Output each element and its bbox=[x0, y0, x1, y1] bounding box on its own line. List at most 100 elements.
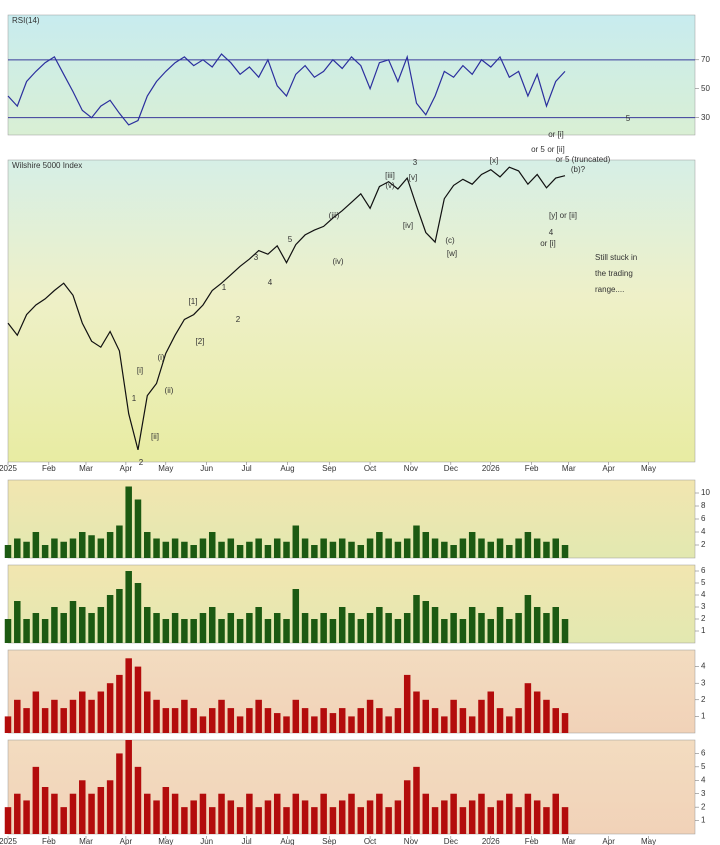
volume-bar bbox=[106, 532, 114, 558]
wave-label: [v] bbox=[409, 173, 417, 182]
volume-bar bbox=[218, 793, 225, 834]
volume-bar bbox=[162, 541, 170, 558]
volume-bar bbox=[227, 800, 235, 834]
volume-bar bbox=[116, 525, 123, 558]
y-tick-label: 3 bbox=[701, 789, 706, 798]
volume-bar bbox=[236, 545, 244, 558]
volume-bar bbox=[106, 780, 114, 834]
volume-bar bbox=[69, 538, 77, 558]
volume-bar bbox=[88, 535, 95, 558]
volume-bar bbox=[413, 691, 420, 733]
volume-bar bbox=[413, 595, 420, 643]
volume-bar bbox=[329, 713, 337, 733]
volume-bar bbox=[338, 538, 346, 558]
y-tick-label: 1 bbox=[701, 712, 706, 721]
volume-bar bbox=[32, 691, 40, 733]
volume-bar bbox=[144, 691, 151, 733]
y-tick-label: 70 bbox=[701, 55, 710, 64]
x-tick-label: Feb bbox=[525, 837, 539, 845]
y-tick-label: 3 bbox=[701, 602, 706, 611]
volume-bar bbox=[79, 607, 86, 643]
volume-bar bbox=[171, 613, 179, 643]
volume-bar bbox=[478, 613, 485, 643]
volume-bar bbox=[227, 538, 235, 558]
volume-bar bbox=[292, 793, 300, 834]
volume-bar bbox=[515, 538, 522, 558]
volume-bar bbox=[97, 691, 105, 733]
volume-bar bbox=[450, 793, 457, 834]
volume-bar bbox=[376, 532, 383, 558]
volume-bar bbox=[60, 708, 67, 733]
volume-bar bbox=[283, 541, 290, 558]
volume-bar bbox=[125, 658, 132, 733]
y-tick-label: 4 bbox=[701, 590, 706, 599]
volume-bar bbox=[69, 793, 77, 834]
volume-bar bbox=[394, 619, 402, 643]
volume-bar bbox=[32, 766, 40, 834]
volume-bar bbox=[60, 613, 67, 643]
volume-bar bbox=[125, 486, 132, 558]
volume-bar bbox=[385, 613, 392, 643]
volume-bar bbox=[218, 619, 225, 643]
volume-bar bbox=[533, 538, 541, 558]
x-tick-label: Oct bbox=[364, 837, 377, 845]
volume-bar bbox=[338, 607, 346, 643]
volume-bar bbox=[459, 619, 467, 643]
volume-bar bbox=[162, 708, 170, 733]
x-tick-label: 2026 bbox=[482, 464, 500, 473]
volume-bar bbox=[14, 699, 21, 733]
volume-bar bbox=[561, 545, 569, 558]
volume-bar bbox=[236, 619, 244, 643]
volume-bar bbox=[14, 538, 21, 558]
x-tick-label: Apr bbox=[602, 837, 615, 845]
volume-bar bbox=[88, 613, 95, 643]
volume-bar bbox=[450, 545, 457, 558]
volume-bar bbox=[348, 541, 355, 558]
volume-bar bbox=[88, 793, 95, 834]
x-tick-label: Mar bbox=[79, 837, 93, 845]
volume-bar bbox=[190, 545, 197, 558]
volume-bar bbox=[459, 538, 467, 558]
volume-bar bbox=[468, 800, 476, 834]
volume-bar bbox=[208, 607, 216, 643]
volume-bar bbox=[79, 532, 86, 558]
volume-bar bbox=[431, 708, 439, 733]
volume-bar bbox=[218, 699, 225, 733]
wave-label: (iv) bbox=[332, 257, 343, 266]
x-tick-label: 2025 bbox=[0, 837, 17, 845]
volume-bar bbox=[32, 613, 40, 643]
x-tick-label: Jun bbox=[200, 464, 213, 473]
wave-label: [x] bbox=[490, 156, 498, 165]
wave-label: (iii) bbox=[329, 211, 340, 220]
x-tick-label: Aug bbox=[280, 464, 294, 473]
volume-bar bbox=[348, 716, 355, 733]
volume-bar bbox=[162, 619, 170, 643]
line-series bbox=[7, 53, 566, 126]
volume-bar bbox=[552, 793, 559, 834]
volume-bar bbox=[218, 541, 225, 558]
volume-bar bbox=[32, 532, 40, 558]
volume-bar bbox=[283, 619, 290, 643]
x-tick-label: Apr bbox=[120, 837, 133, 845]
volume-bar bbox=[413, 766, 420, 834]
x-tick-label: Feb bbox=[42, 464, 56, 473]
volume-bar bbox=[4, 716, 12, 733]
y-tick-label: 4 bbox=[701, 527, 706, 536]
x-tick-label: May bbox=[641, 837, 656, 845]
wave-label: (i) bbox=[157, 353, 164, 362]
volume-bar bbox=[403, 538, 411, 558]
y-tick-label: 10 bbox=[701, 488, 710, 497]
volume-bar bbox=[14, 793, 21, 834]
x-tick-label: 2026 bbox=[482, 837, 500, 845]
wave-label: [y] or [ii] bbox=[549, 211, 577, 220]
wave-label: 1 bbox=[222, 283, 227, 292]
volume-bar bbox=[357, 619, 365, 643]
volume-bar bbox=[246, 541, 253, 558]
wave-label: or 5 (truncated) bbox=[556, 155, 611, 164]
volume-bar bbox=[301, 800, 309, 834]
y-tick-label: 1 bbox=[701, 626, 706, 635]
y-tick-label: 1 bbox=[701, 816, 706, 825]
volume-bar bbox=[97, 787, 105, 834]
volume-bar bbox=[51, 699, 58, 733]
volume-bar bbox=[506, 716, 513, 733]
